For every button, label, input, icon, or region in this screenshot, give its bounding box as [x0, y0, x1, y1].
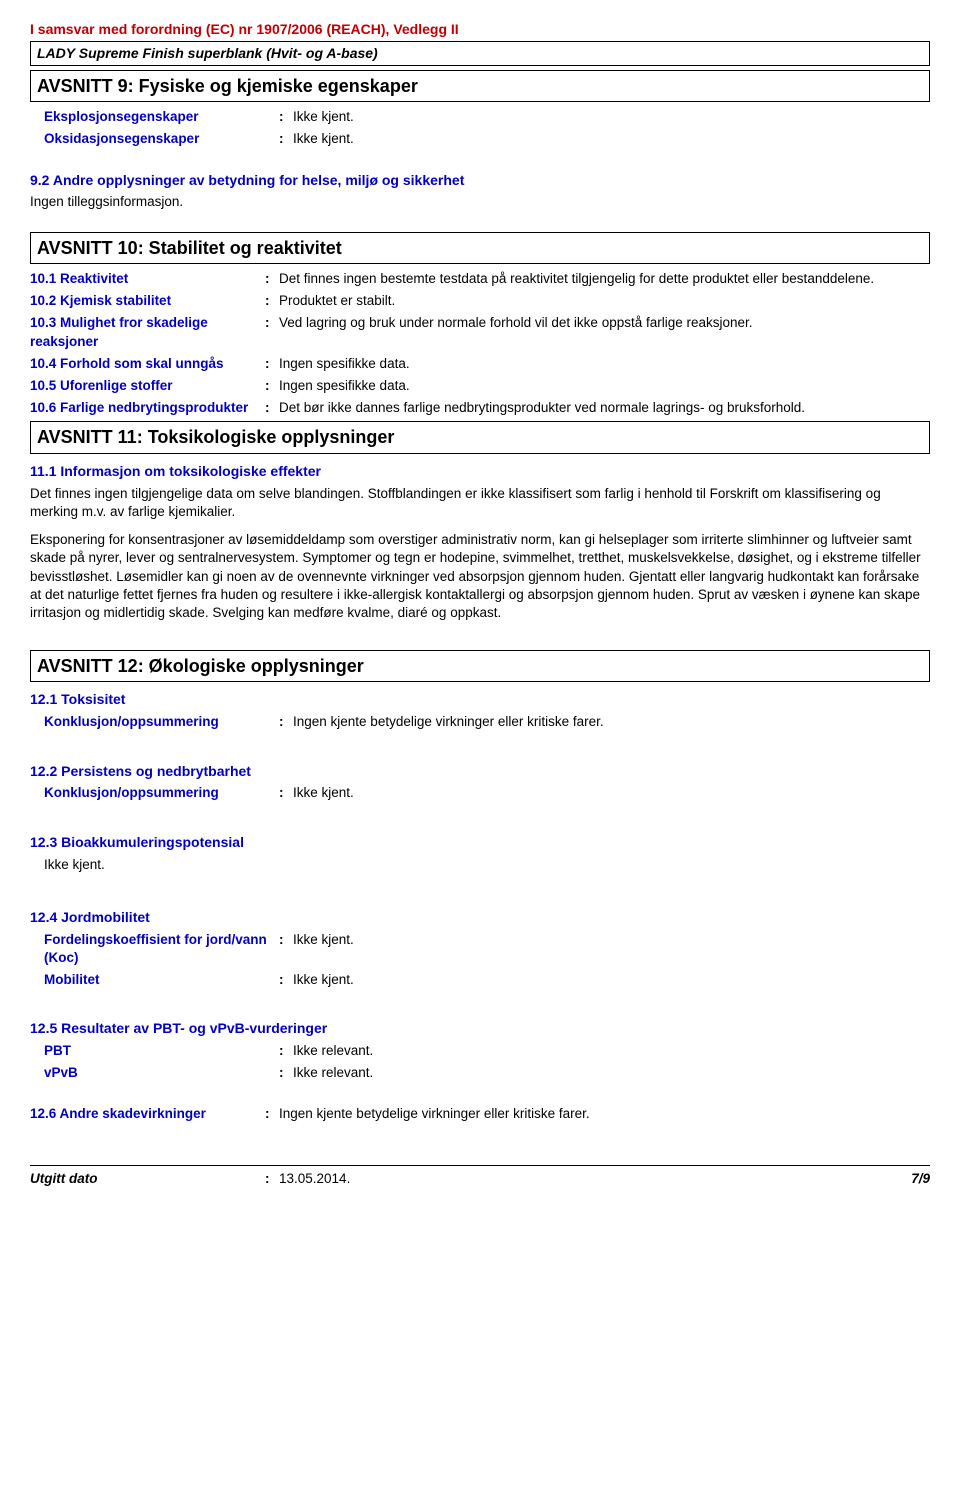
val-12-5a: Ikke relevant. — [293, 1042, 930, 1060]
colon: : — [265, 399, 279, 417]
val-12-4b: Ikke kjent. — [293, 971, 930, 989]
key-10-1: 10.1 Reaktivitet — [30, 270, 265, 288]
val-10-2: Produktet er stabilt. — [279, 292, 930, 310]
para-11-1: Det finnes ingen tilgjengelige data om s… — [30, 485, 930, 521]
key-12-6: 12.6 Andre skadevirkninger — [30, 1105, 265, 1123]
key-10-3: 10.3 Mulighet fror skadelige reaksjoner — [30, 314, 265, 350]
val-12-2: Ikke kjent. — [293, 784, 930, 802]
row-12-4b: Mobilitet : Ikke kjent. — [30, 971, 930, 989]
section-11-header: AVSNITT 11: Toksikologiske opplysninger — [30, 421, 930, 453]
val-12-6: Ingen kjente betydelige virkninger eller… — [279, 1105, 930, 1123]
row-12-6: 12.6 Andre skadevirkninger : Ingen kjent… — [30, 1105, 930, 1123]
colon: : — [265, 1105, 279, 1123]
sub-12-4: 12.4 Jordmobilitet — [30, 908, 930, 927]
colon: : — [279, 1064, 293, 1082]
text-12-3: Ikke kjent. — [30, 856, 930, 874]
key-12-2: Konklusjon/oppsummering — [44, 784, 279, 802]
row-10-4: 10.4 Forhold som skal unngås : Ingen spe… — [30, 355, 930, 373]
key-12-5a: PBT — [44, 1042, 279, 1060]
sub-9-2-text: Ingen tilleggsinformasjon. — [30, 193, 930, 211]
val-10-1: Det finnes ingen bestemte testdata på re… — [279, 270, 930, 288]
row-10-1: 10.1 Reaktivitet : Det finnes ingen best… — [30, 270, 930, 288]
section-10-header: AVSNITT 10: Stabilitet og reaktivitet — [30, 232, 930, 264]
colon: : — [279, 130, 293, 148]
row-12-4a: Fordelingskoeffisient for jord/vann (Koc… — [30, 931, 930, 967]
colon: : — [279, 971, 293, 989]
row-12-2: Konklusjon/oppsummering : Ikke kjent. — [30, 784, 930, 802]
colon: : — [265, 355, 279, 373]
colon: : — [265, 314, 279, 350]
product-name-box: LADY Supreme Finish superblank (Hvit- og… — [30, 41, 930, 66]
val-explosion: Ikke kjent. — [293, 108, 930, 126]
footer-label: Utgitt dato — [30, 1170, 265, 1188]
row-12-5a: PBT : Ikke relevant. — [30, 1042, 930, 1060]
section-11-title: AVSNITT 11: Toksikologiske opplysninger — [37, 427, 394, 447]
key-10-4: 10.4 Forhold som skal unngås — [30, 355, 265, 373]
key-10-2: 10.2 Kjemisk stabilitet — [30, 292, 265, 310]
para-11-2: Eksponering for konsentrasjoner av løsem… — [30, 531, 930, 622]
sub-12-1: 12.1 Toksisitet — [30, 690, 930, 709]
key-10-6: 10.6 Farlige nedbrytingsprodukter — [30, 399, 265, 417]
row-12-5b: vPvB : Ikke relevant. — [30, 1064, 930, 1082]
sub-12-2: 12.2 Persistens og nedbrytbarhet — [30, 762, 930, 781]
colon: : — [265, 292, 279, 310]
section-9-header: AVSNITT 9: Fysiske og kjemiske egenskape… — [30, 70, 930, 102]
footer: Utgitt dato : 13.05.2014. 7/9 — [30, 1165, 930, 1188]
section-10-title: AVSNITT 10: Stabilitet og reaktivitet — [37, 238, 342, 258]
val-10-6: Det bør ikke dannes farlige nedbrytingsp… — [279, 399, 930, 417]
val-12-4a: Ikke kjent. — [293, 931, 930, 967]
colon: : — [279, 784, 293, 802]
val-12-1: Ingen kjente betydelige virkninger eller… — [293, 713, 930, 731]
colon: : — [279, 931, 293, 967]
val-10-5: Ingen spesifikke data. — [279, 377, 930, 395]
val-oxidation: Ikke kjent. — [293, 130, 930, 148]
regulation-line: I samsvar med forordning (EC) nr 1907/20… — [30, 20, 930, 39]
row-10-5: 10.5 Uforenlige stoffer : Ingen spesifik… — [30, 377, 930, 395]
section-12-title: AVSNITT 12: Økologiske opplysninger — [37, 656, 364, 676]
colon: : — [265, 377, 279, 395]
sub-11-1: 11.1 Informasjon om toksikologiske effek… — [30, 462, 930, 481]
key-oxidation: Oksidasjonsegenskaper — [44, 130, 279, 148]
section-9-title: AVSNITT 9: Fysiske og kjemiske egenskape… — [37, 76, 418, 96]
sub-12-3: 12.3 Bioakkumuleringspotensial — [30, 833, 930, 852]
key-12-5b: vPvB — [44, 1064, 279, 1082]
key-12-1: Konklusjon/oppsummering — [44, 713, 279, 731]
row-10-3: 10.3 Mulighet fror skadelige reaksjoner … — [30, 314, 930, 350]
key-10-5: 10.5 Uforenlige stoffer — [30, 377, 265, 395]
colon: : — [279, 108, 293, 126]
val-12-5b: Ikke relevant. — [293, 1064, 930, 1082]
footer-date: 13.05.2014. — [279, 1170, 911, 1188]
row-oxidation: Oksidasjonsegenskaper : Ikke kjent. — [30, 130, 930, 148]
sub-9-2: 9.2 Andre opplysninger av betydning for … — [30, 171, 930, 190]
footer-page: 7/9 — [911, 1170, 930, 1188]
val-10-3: Ved lagring og bruk under normale forhol… — [279, 314, 930, 350]
row-10-6: 10.6 Farlige nedbrytingsprodukter : Det … — [30, 399, 930, 417]
section-12-header: AVSNITT 12: Økologiske opplysninger — [30, 650, 930, 682]
key-explosion: Eksplosjonsegenskaper — [44, 108, 279, 126]
colon: : — [279, 713, 293, 731]
colon: : — [279, 1042, 293, 1060]
row-explosion: Eksplosjonsegenskaper : Ikke kjent. — [30, 108, 930, 126]
row-10-2: 10.2 Kjemisk stabilitet : Produktet er s… — [30, 292, 930, 310]
colon: : — [265, 270, 279, 288]
sub-12-5: 12.5 Resultater av PBT- og vPvB-vurderin… — [30, 1019, 930, 1038]
colon: : — [265, 1170, 279, 1188]
val-10-4: Ingen spesifikke data. — [279, 355, 930, 373]
row-12-1: Konklusjon/oppsummering : Ingen kjente b… — [30, 713, 930, 731]
key-12-4a: Fordelingskoeffisient for jord/vann (Koc… — [44, 931, 279, 967]
key-12-4b: Mobilitet — [44, 971, 279, 989]
